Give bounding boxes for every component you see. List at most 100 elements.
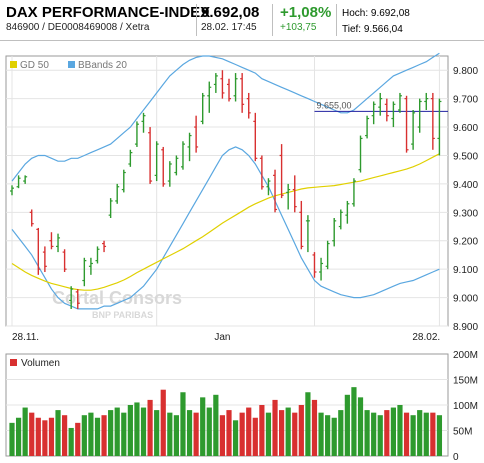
volume-bar <box>55 410 61 456</box>
watermark-text: Cortal Consors <box>52 288 182 308</box>
volume-bar <box>101 415 107 456</box>
volume-bar <box>75 422 81 456</box>
main-plot: 9.800 9.700 9.600 9.500 9.400 9.300 9.200 9.100… <box>5 52 478 343</box>
volume-y-tick-label: 150M <box>453 376 478 387</box>
volume-bar <box>232 420 239 456</box>
y-tick-label: 9.600 <box>453 123 478 134</box>
instrument-ids: 846900 / DE0008469008 / Xetra <box>6 22 150 33</box>
price-chart: 9.800 9.700 9.600 9.500 9.400 9.300 9.200 9.100… <box>5 52 478 463</box>
quote-datetime: 28.02. 17:45 <box>201 22 257 33</box>
volume-bar <box>68 427 74 456</box>
volume-bar <box>15 417 22 456</box>
volume-bar <box>48 417 55 456</box>
volume-bar <box>298 405 304 456</box>
volume-bar <box>35 417 41 456</box>
volume-bar <box>305 392 311 456</box>
volume-bar <box>272 399 278 456</box>
day-low: Tief: 9.566,04 <box>342 24 403 35</box>
volume-bar <box>173 415 179 456</box>
volume-title: Volumen <box>21 358 60 369</box>
volume-bar <box>114 407 120 456</box>
y-tick-label: 9.400 <box>453 180 478 191</box>
divider <box>336 4 337 36</box>
volume-bar <box>436 415 443 456</box>
y-tick-label: 9.500 <box>453 151 478 162</box>
volume-bar <box>42 420 48 456</box>
sma-line <box>11 153 440 291</box>
volume-bar <box>357 397 364 456</box>
volume-bar <box>423 412 429 456</box>
bband-upper-line <box>11 52 440 182</box>
volume-bar <box>140 407 147 456</box>
y-tick-label: 8.900 <box>453 322 478 333</box>
volume-bar <box>154 410 160 456</box>
volume-bar <box>186 410 193 456</box>
day-high: Hoch: 9.692,08 <box>342 8 410 19</box>
change-percent: +1,08% <box>280 4 332 21</box>
volume-bar <box>371 412 377 456</box>
volume-y-tick-label: 50M <box>453 427 472 438</box>
volume-bar <box>252 417 258 456</box>
divider <box>196 4 197 36</box>
volume-bar <box>318 412 324 456</box>
x-tick-label: 28.11. <box>12 332 39 343</box>
volume-y-tick-label: 0 <box>453 452 459 463</box>
x-tick-label: 28.02. <box>412 332 440 343</box>
volume-bar <box>259 405 265 456</box>
bband-lower-line <box>11 146 440 310</box>
y-tick-label: 9.000 <box>453 294 478 305</box>
volume-bar <box>351 387 357 456</box>
volume-bar <box>134 402 140 456</box>
y-tick-label: 9.100 <box>453 265 478 276</box>
volume-bar <box>325 415 331 456</box>
volume-bar <box>193 412 199 456</box>
volume-bar <box>410 415 416 456</box>
last-price: 9.692,08 <box>201 4 260 21</box>
plot-frame <box>5 55 449 327</box>
volume-bar <box>180 392 186 456</box>
volume-bar <box>206 407 212 456</box>
volume-bar <box>292 412 298 456</box>
volume-y-tick-label: 100M <box>453 401 478 412</box>
volume-bar <box>239 412 245 456</box>
watermark-subtext: BNP PARIBAS <box>92 310 153 320</box>
volume-bar <box>62 415 68 456</box>
volume-bar <box>430 412 436 456</box>
square-icon <box>10 359 17 366</box>
volume-bar <box>311 399 318 456</box>
volume-bar <box>121 412 127 456</box>
volume-bar <box>22 407 28 456</box>
volume-bar <box>9 422 15 456</box>
volume-bar <box>417 410 423 456</box>
volume-bar <box>200 397 206 456</box>
volume-bar <box>94 417 101 456</box>
y-tick-label: 9.700 <box>453 95 478 106</box>
volume-bar <box>29 412 35 456</box>
volume-bar <box>81 415 87 456</box>
y-tick-label: 9.800 <box>453 66 478 77</box>
volume-bar <box>160 389 166 456</box>
volume-bar <box>147 399 153 456</box>
volume-bar <box>364 410 370 456</box>
volume-bar <box>384 410 390 456</box>
volume-bar <box>377 415 383 456</box>
price-marker-label: 9.655,00 <box>316 100 351 110</box>
volume-bar <box>108 410 114 456</box>
change-absolute: +103,75 <box>280 22 317 33</box>
x-tick-label: Jan <box>214 332 230 343</box>
volume-bar <box>167 412 173 456</box>
volume-bar <box>285 407 291 456</box>
volume-bar <box>219 415 226 456</box>
legend-sma: GD 50 <box>20 60 49 71</box>
volume-bar <box>88 412 94 456</box>
y-tick-label: 9.300 <box>453 208 478 219</box>
volume-y-tick-label: 200M <box>453 350 478 361</box>
volume-bar <box>390 407 396 456</box>
volume-bar <box>344 394 350 456</box>
volume-bar <box>397 405 403 456</box>
divider <box>272 4 273 36</box>
square-icon <box>10 61 17 68</box>
legend-bbands: BBands 20 <box>78 60 127 71</box>
y-tick-label: 9.200 <box>453 237 478 248</box>
volume-bar <box>338 410 344 456</box>
